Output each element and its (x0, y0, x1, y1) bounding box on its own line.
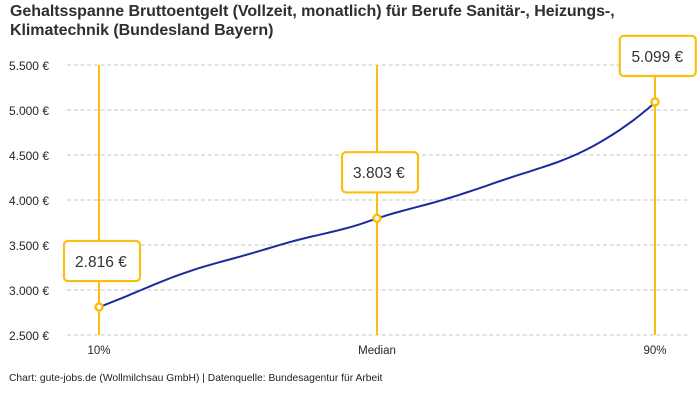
svg-text:10%: 10% (87, 345, 110, 357)
svg-text:5.000 €: 5.000 € (9, 104, 49, 118)
svg-text:4.000 €: 4.000 € (9, 194, 49, 208)
svg-text:3.000 €: 3.000 € (9, 284, 49, 298)
svg-text:2.816 €: 2.816 € (75, 254, 127, 271)
svg-text:90%: 90% (643, 345, 666, 357)
svg-text:2.500 €: 2.500 € (9, 329, 49, 343)
svg-text:5.099 €: 5.099 € (631, 49, 683, 66)
svg-text:3.500 €: 3.500 € (9, 239, 49, 253)
svg-text:4.500 €: 4.500 € (9, 149, 49, 163)
svg-text:3.803 €: 3.803 € (353, 165, 405, 182)
svg-text:Median: Median (358, 345, 396, 357)
svg-text:5.500 €: 5.500 € (9, 59, 49, 73)
